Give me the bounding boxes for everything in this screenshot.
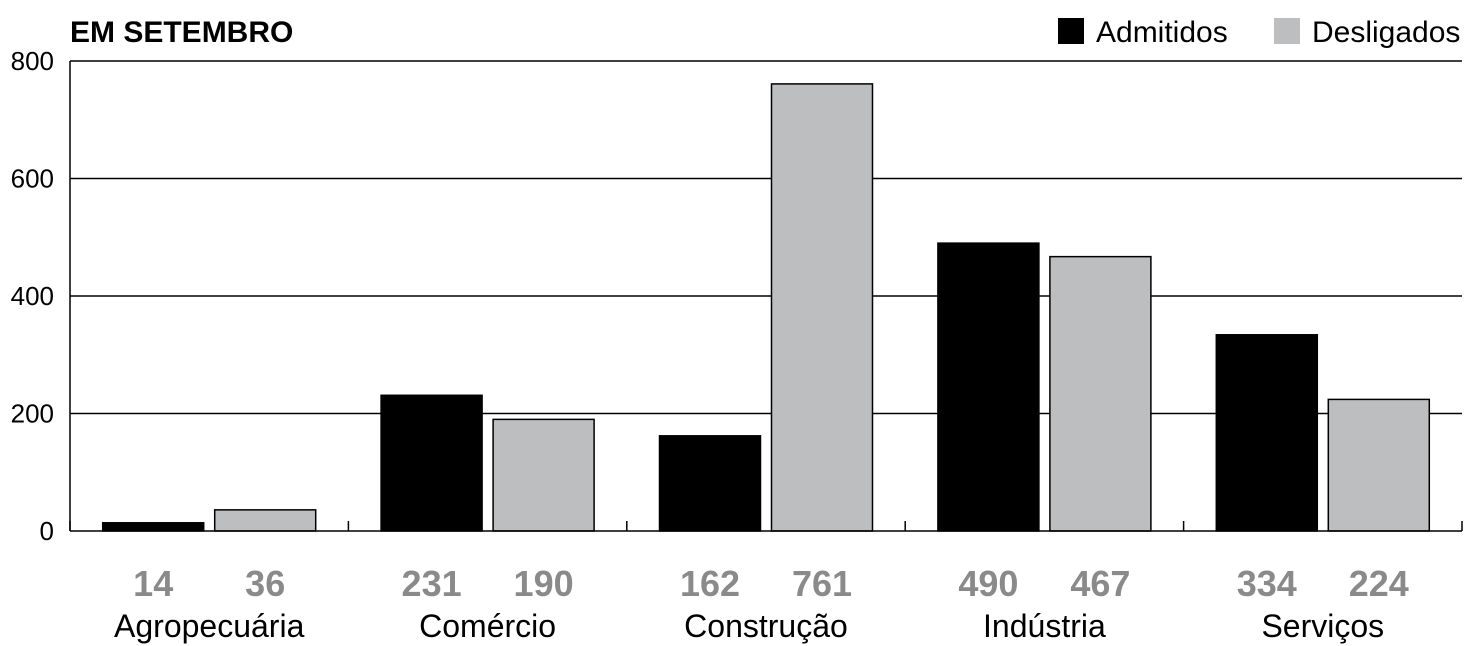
value-labels: 14 36 231 190 162 761 490 467 334 224 — [133, 563, 1409, 604]
category-label: Construção — [684, 608, 848, 644]
bar-desligados — [213, 509, 317, 532]
bar-admitidos — [937, 242, 1040, 532]
chart-title: EM SETEMBRO — [70, 16, 293, 49]
category-label: Indústria — [983, 608, 1106, 644]
bar-admitidos — [101, 522, 205, 532]
bar-desligados — [1049, 255, 1152, 532]
bar-desligados — [492, 418, 595, 532]
bars — [101, 83, 1431, 532]
legend-swatch-desligados — [1274, 18, 1300, 44]
value-label-admitidos: 490 — [958, 563, 1018, 604]
legend: Admitidos Desligados — [1058, 16, 1460, 49]
legend-label-admitidos: Admitidos — [1096, 16, 1228, 49]
y-tick-label: 800 — [11, 46, 54, 76]
category-label: Agropecuária — [114, 608, 305, 644]
bar-admitidos — [380, 394, 483, 532]
bar-admitidos — [658, 435, 762, 532]
y-tick-label: 0 — [40, 516, 54, 546]
x-axis — [69, 521, 1463, 532]
y-axis: 0 200 400 600 800 — [11, 46, 71, 546]
y-tick-label: 400 — [11, 281, 54, 311]
value-label-desligados: 190 — [514, 563, 574, 604]
value-label-desligados: 467 — [1070, 563, 1130, 604]
bar-desligados — [1327, 398, 1431, 532]
value-label-desligados: 36 — [245, 563, 285, 604]
y-tick-label: 200 — [11, 399, 54, 429]
value-label-admitidos: 162 — [680, 563, 740, 604]
y-tick-label: 600 — [11, 164, 54, 194]
legend-label-desligados: Desligados — [1312, 16, 1460, 49]
value-label-admitidos: 231 — [402, 563, 462, 604]
value-label-admitidos: 334 — [1237, 563, 1297, 604]
value-label-admitidos: 14 — [133, 563, 173, 604]
legend-swatch-admitidos — [1058, 18, 1084, 44]
value-label-desligados: 761 — [792, 563, 852, 604]
value-label-desligados: 224 — [1349, 563, 1409, 604]
category-label: Serviços — [1261, 608, 1384, 644]
category-label: Comércio — [419, 608, 556, 644]
category-labels: Agropecuária Comércio Construção Indústria S… — [114, 608, 1384, 644]
bar-admitidos — [1215, 334, 1319, 532]
bar-desligados — [770, 83, 874, 532]
